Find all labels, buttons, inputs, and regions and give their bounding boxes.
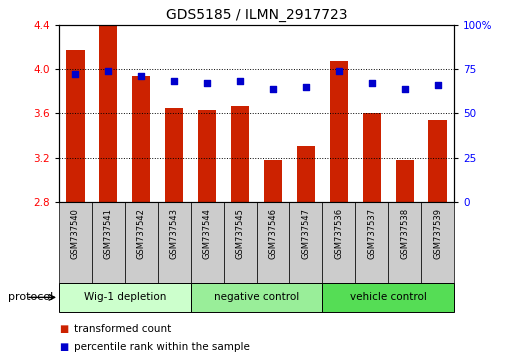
Text: GSM737542: GSM737542: [137, 208, 146, 259]
Bar: [92, 202, 125, 283]
Bar: [59, 202, 92, 283]
Bar: [396, 160, 413, 202]
Point: [269, 86, 277, 91]
Text: GSM737544: GSM737544: [203, 208, 212, 259]
Point: [71, 72, 80, 77]
Point: [170, 79, 179, 84]
Bar: [100, 23, 117, 202]
Bar: [297, 147, 315, 202]
Text: GSM737537: GSM737537: [367, 208, 376, 259]
Bar: [66, 50, 85, 202]
Point: [203, 80, 211, 86]
Bar: [363, 113, 381, 202]
Text: ■: ■: [59, 342, 68, 352]
Bar: [264, 160, 282, 202]
Bar: [421, 202, 454, 283]
Text: GSM737543: GSM737543: [170, 208, 179, 259]
Bar: [231, 105, 249, 202]
Text: GSM737541: GSM737541: [104, 208, 113, 259]
Text: GSM737536: GSM737536: [334, 208, 343, 259]
Bar: [224, 202, 256, 283]
Text: GSM737546: GSM737546: [268, 208, 278, 259]
Point: [104, 68, 112, 74]
Bar: [322, 202, 355, 283]
Point: [302, 84, 310, 90]
Text: Wig-1 depletion: Wig-1 depletion: [84, 292, 166, 302]
Text: GSM737540: GSM737540: [71, 208, 80, 259]
Point: [401, 86, 409, 91]
Bar: [198, 110, 216, 202]
Text: GSM737538: GSM737538: [400, 208, 409, 259]
Text: GSM737539: GSM737539: [433, 208, 442, 259]
Point: [368, 80, 376, 86]
Text: vehicle control: vehicle control: [350, 292, 427, 302]
Bar: [191, 283, 322, 312]
Bar: [59, 283, 191, 312]
Point: [236, 79, 244, 84]
Text: GSM737547: GSM737547: [301, 208, 310, 259]
Bar: [158, 202, 191, 283]
Bar: [289, 202, 322, 283]
Point: [137, 73, 145, 79]
Text: ■: ■: [59, 324, 68, 334]
Text: negative control: negative control: [214, 292, 299, 302]
Text: percentile rank within the sample: percentile rank within the sample: [74, 342, 250, 352]
Bar: [132, 76, 150, 202]
Bar: [165, 108, 183, 202]
Bar: [355, 202, 388, 283]
Bar: [428, 120, 447, 202]
Bar: [388, 202, 421, 283]
Bar: [330, 61, 348, 202]
Text: GSM737545: GSM737545: [235, 208, 245, 259]
Point: [433, 82, 442, 88]
Bar: [191, 202, 224, 283]
Bar: [322, 283, 454, 312]
Bar: [125, 202, 158, 283]
Text: transformed count: transformed count: [74, 324, 172, 334]
Text: protocol: protocol: [8, 292, 53, 302]
Title: GDS5185 / ILMN_2917723: GDS5185 / ILMN_2917723: [166, 8, 347, 22]
Bar: [256, 202, 289, 283]
Point: [334, 68, 343, 74]
